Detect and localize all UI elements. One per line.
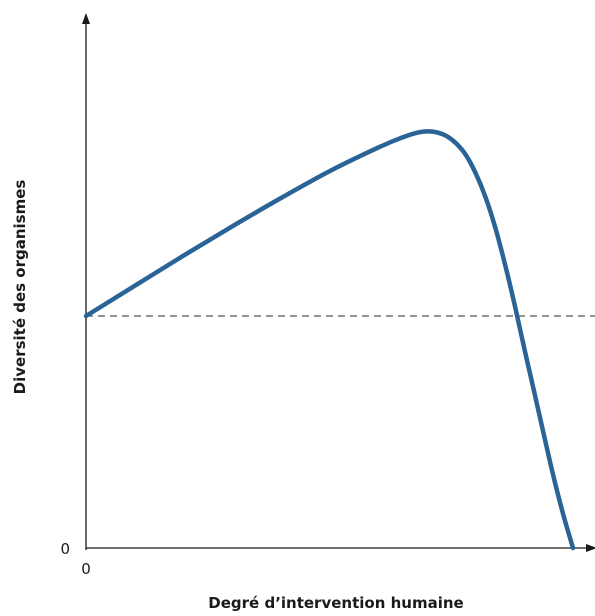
y-axis-title: Diversité des organismes	[11, 180, 29, 395]
series-line	[83, 129, 576, 551]
x-tick-label: 0	[81, 560, 91, 578]
series-points	[86, 131, 573, 548]
y-tick-label: 0	[60, 540, 70, 558]
x-axis-title: Degré d’intervention humaine	[208, 594, 463, 612]
x-axis-arrow	[586, 544, 595, 552]
y-axis-arrow	[82, 13, 90, 24]
